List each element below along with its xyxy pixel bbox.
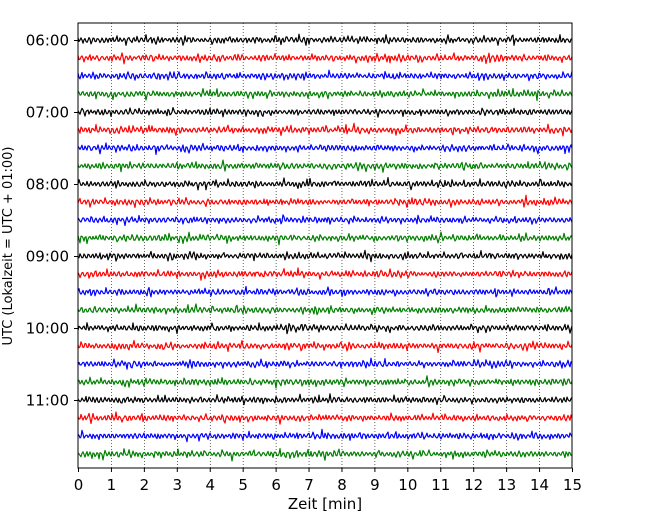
trace-10:30 xyxy=(77,357,573,370)
y-axis-ticks: 06:00 07:00 08:00 09:00 10:00 11:00 xyxy=(26,32,78,410)
x-tick-label-15: 15 xyxy=(563,476,582,494)
y-tick-label-08:00: 08:00 xyxy=(26,176,69,194)
x-tick-label-13: 13 xyxy=(497,476,516,494)
trace-08:45 xyxy=(77,231,573,246)
plot-frame xyxy=(77,22,573,469)
x-axis-ticks: 0 1 2 3 4 5 6 7 8 9 10 11 12 13 14 15 xyxy=(74,468,582,494)
trace-06:30 xyxy=(77,69,573,82)
trace-11:45 xyxy=(77,447,573,462)
vertical-gridlines xyxy=(111,23,540,468)
trace-06:15 xyxy=(77,52,573,65)
x-tick-label-7: 7 xyxy=(304,476,314,494)
trace-07:30 xyxy=(77,142,573,155)
x-tick-label-8: 8 xyxy=(337,476,347,494)
trace-10:00 xyxy=(77,322,573,335)
trace-08:30 xyxy=(77,214,573,227)
trace-09:15 xyxy=(77,267,573,281)
y-axis-label: UTC (Lokalzeit = UTC + 01:00) xyxy=(1,147,16,346)
y-tick-label-09:00: 09:00 xyxy=(26,248,69,266)
trace-09:00 xyxy=(77,249,573,263)
x-tick-label-12: 12 xyxy=(464,476,483,494)
trace-10:15 xyxy=(77,339,573,354)
trace-08:15 xyxy=(77,194,573,209)
x-tick-label-4: 4 xyxy=(205,476,215,494)
trace-09:30 xyxy=(77,285,573,298)
x-tick-label-5: 5 xyxy=(238,476,248,494)
x-axis-label: Zeit [min] xyxy=(288,495,362,513)
trace-11:30 xyxy=(77,428,573,443)
x-tick-label-3: 3 xyxy=(173,476,183,494)
trace-09:45 xyxy=(77,303,573,316)
y-tick-label-10:00: 10:00 xyxy=(26,320,69,338)
x-tick-label-2: 2 xyxy=(140,476,150,494)
x-tick-label-14: 14 xyxy=(530,476,549,494)
x-tick-label-9: 9 xyxy=(370,476,380,494)
trace-07:45 xyxy=(77,159,573,173)
trace-06:00 xyxy=(77,33,573,46)
x-tick-label-0: 0 xyxy=(74,476,84,494)
trace-11:15 xyxy=(77,411,573,425)
x-tick-label-10: 10 xyxy=(398,476,417,494)
trace-06:45 xyxy=(77,87,573,102)
trace-11:00 xyxy=(77,393,573,406)
y-tick-label-06:00: 06:00 xyxy=(26,32,69,50)
trace-08:00 xyxy=(77,177,573,191)
x-tick-label-6: 6 xyxy=(271,476,281,494)
x-tick-label-1: 1 xyxy=(107,476,117,494)
y-tick-label-07:00: 07:00 xyxy=(26,104,69,122)
x-tick-label-11: 11 xyxy=(431,476,450,494)
trace-07:15 xyxy=(77,122,573,137)
trace-10:45 xyxy=(77,375,573,389)
trace-07:00 xyxy=(77,107,573,118)
seismogram-traces xyxy=(77,33,573,462)
y-tick-label-11:00: 11:00 xyxy=(26,392,69,410)
